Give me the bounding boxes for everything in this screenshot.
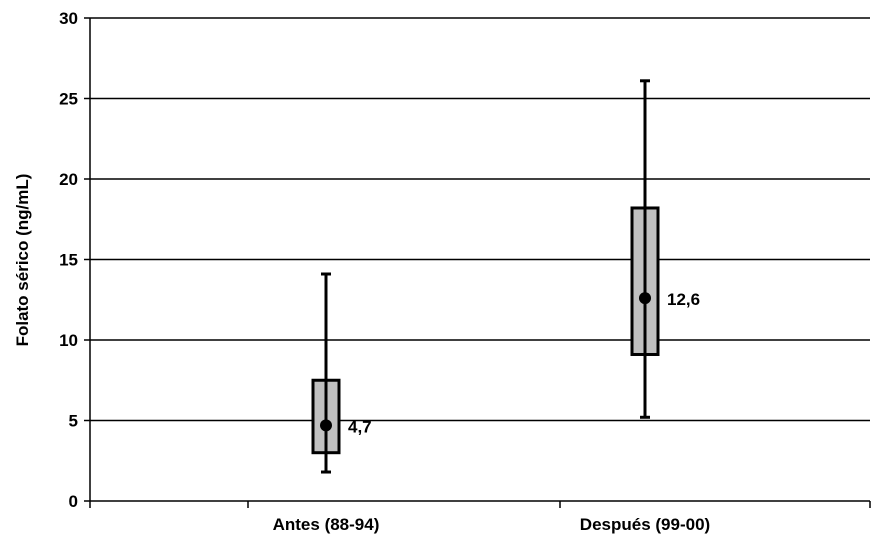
median-marker bbox=[320, 419, 332, 432]
median-value-label: 12,6 bbox=[667, 290, 700, 309]
y-tick-label: 5 bbox=[69, 412, 78, 431]
median-marker bbox=[639, 292, 651, 305]
y-tick-label: 15 bbox=[59, 251, 78, 270]
y-tick-label: 30 bbox=[59, 9, 78, 28]
y-axis-label: Folato sérico (ng/mL) bbox=[13, 174, 32, 347]
y-tick-label: 10 bbox=[59, 331, 78, 350]
y-tick-label: 20 bbox=[59, 170, 78, 189]
x-category-label: Antes (88-94) bbox=[273, 515, 380, 534]
axes: 0 5 10 15 20 25 30 bbox=[59, 9, 871, 511]
labels: 4,7 Antes (88-94) 12,6 Después (99-00) bbox=[273, 290, 711, 534]
y-tick-label: 25 bbox=[59, 90, 78, 109]
y-tick-label: 0 bbox=[69, 492, 78, 511]
x-category-label: Después (99-00) bbox=[580, 515, 710, 534]
median-value-label: 4,7 bbox=[348, 417, 372, 436]
gridlines bbox=[90, 17, 870, 422]
box-series bbox=[311, 79, 660, 474]
